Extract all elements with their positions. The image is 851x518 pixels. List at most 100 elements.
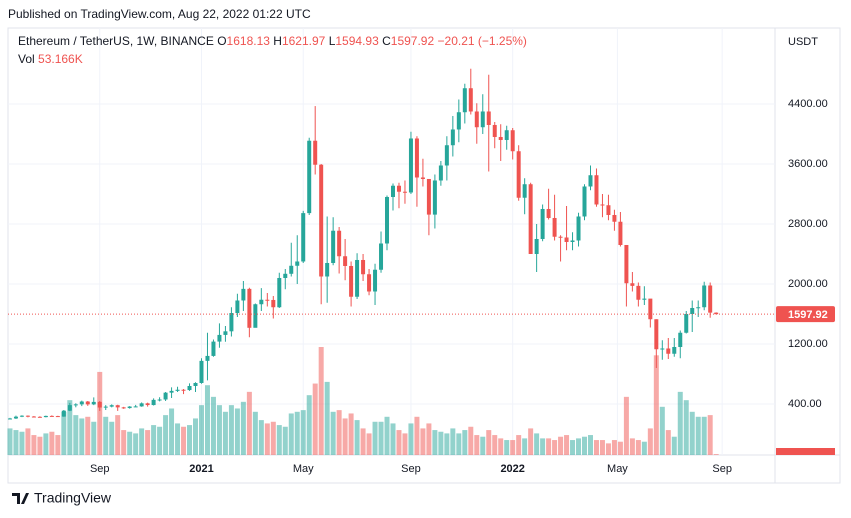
candle-body bbox=[540, 208, 545, 239]
volume-bar bbox=[121, 430, 127, 455]
candle-body bbox=[223, 331, 228, 335]
volume-bar bbox=[187, 425, 193, 455]
volume-bar bbox=[576, 438, 582, 455]
logo: TradingView bbox=[12, 490, 112, 506]
candle-body bbox=[373, 269, 378, 292]
volume-bar bbox=[492, 435, 498, 455]
candle-body bbox=[181, 389, 186, 391]
volume-bar bbox=[647, 428, 653, 455]
volume-bar bbox=[665, 430, 671, 455]
candle-body bbox=[25, 415, 30, 417]
grid bbox=[8, 28, 775, 455]
candle-body bbox=[241, 288, 246, 301]
volume-bar bbox=[67, 400, 73, 455]
candle-body bbox=[385, 196, 390, 244]
volume-bar bbox=[31, 435, 37, 455]
candle-body bbox=[115, 405, 120, 408]
candle-body bbox=[486, 111, 491, 125]
volume-bar bbox=[13, 430, 19, 455]
volume-bar bbox=[193, 418, 199, 455]
candle-body bbox=[193, 382, 198, 386]
volume-bar bbox=[228, 405, 234, 455]
volume-bar bbox=[19, 431, 25, 455]
candle-body bbox=[199, 360, 204, 383]
candle-body bbox=[570, 240, 575, 242]
brand: TradingView bbox=[34, 490, 112, 506]
x-tick-label: May bbox=[293, 463, 314, 475]
volume-bar bbox=[222, 411, 228, 455]
volume-bar bbox=[216, 405, 222, 455]
candle-body bbox=[576, 216, 581, 241]
volume-bar bbox=[432, 430, 438, 455]
candle-body bbox=[630, 283, 635, 286]
candle-body bbox=[271, 299, 276, 308]
candle-body bbox=[420, 177, 425, 179]
candle-body bbox=[408, 138, 413, 193]
candle-body bbox=[283, 273, 288, 278]
volume-bar bbox=[324, 381, 330, 455]
price-tag-label: 1597.92 bbox=[788, 309, 828, 321]
volume-bar bbox=[204, 385, 210, 455]
candle-body bbox=[13, 416, 18, 419]
candle-body bbox=[55, 416, 60, 418]
volume-bar bbox=[246, 391, 252, 455]
candle-body bbox=[426, 178, 431, 215]
candle-body bbox=[498, 136, 503, 140]
volume-bar bbox=[360, 428, 366, 455]
volume-bar bbox=[611, 440, 617, 455]
candle-body bbox=[97, 401, 102, 408]
candle-body bbox=[109, 405, 114, 407]
candle-body bbox=[295, 261, 300, 266]
candle-body bbox=[127, 406, 132, 409]
candle-body bbox=[510, 130, 515, 152]
ohlc-value: 1597.92 bbox=[390, 34, 435, 48]
candle-body bbox=[349, 265, 354, 297]
volume-bar bbox=[617, 441, 623, 455]
y-tick-label: 2000.00 bbox=[788, 278, 828, 290]
volume-bar bbox=[282, 426, 288, 455]
candle-body bbox=[390, 185, 395, 197]
candle-body bbox=[462, 88, 467, 113]
volume-bar bbox=[240, 401, 246, 455]
volume-bar bbox=[528, 428, 534, 455]
volume-bar bbox=[605, 443, 611, 455]
candle-body bbox=[636, 285, 641, 300]
candle-body bbox=[516, 151, 521, 198]
volume-bar bbox=[348, 413, 354, 455]
ohlc-letter: O bbox=[217, 34, 227, 48]
volume-bar bbox=[408, 423, 414, 455]
volume-bar bbox=[546, 438, 552, 455]
candle-body bbox=[49, 415, 54, 417]
candle-body bbox=[468, 88, 473, 112]
candle-body bbox=[624, 244, 629, 284]
candle-body bbox=[343, 256, 348, 266]
candle-body bbox=[157, 399, 162, 401]
volume-bar bbox=[234, 408, 240, 455]
candle-body bbox=[85, 401, 90, 405]
volume-bar bbox=[462, 430, 468, 455]
candle-body bbox=[546, 208, 551, 218]
volume-bar bbox=[623, 396, 629, 455]
candle-body bbox=[612, 214, 617, 222]
volume-bar bbox=[510, 440, 516, 455]
candle-body bbox=[319, 164, 324, 277]
legend-header: Ethereum / TetherUS, 1W, BINANCE O1618.1… bbox=[18, 34, 527, 48]
y-tick-label: 1200.00 bbox=[788, 338, 828, 350]
volume-bar bbox=[127, 431, 133, 455]
candle-body bbox=[654, 319, 659, 350]
candle-body bbox=[235, 300, 240, 314]
volume-bar bbox=[683, 400, 689, 455]
candle-body bbox=[367, 274, 372, 292]
candle-body bbox=[648, 298, 653, 320]
candle-body bbox=[361, 259, 366, 275]
candle-body bbox=[229, 313, 234, 332]
volume-bar bbox=[157, 426, 163, 455]
candle-body bbox=[337, 230, 342, 257]
volume-bar bbox=[109, 421, 115, 455]
candle-body bbox=[331, 230, 336, 263]
candle-body bbox=[432, 180, 437, 215]
candle-body bbox=[528, 184, 533, 254]
candle-body bbox=[253, 304, 258, 328]
candle-body bbox=[289, 265, 294, 274]
volume-bar bbox=[426, 423, 432, 455]
